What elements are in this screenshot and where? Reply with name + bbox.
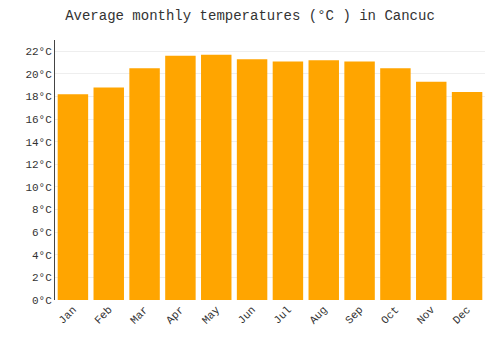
svg-text:2°C: 2°C [32,272,52,284]
svg-text:Jul: Jul [271,304,293,326]
svg-text:Sep: Sep [343,304,365,326]
svg-text:Dec: Dec [451,304,473,326]
svg-text:Jun: Jun [236,304,258,326]
svg-text:Aug: Aug [307,304,329,326]
svg-text:0°C: 0°C [32,295,52,307]
svg-text:Oct: Oct [379,304,401,326]
svg-text:16°C: 16°C [25,114,52,126]
svg-text:May: May [200,304,223,327]
svg-text:20°C: 20°C [25,69,52,81]
svg-text:Nov: Nov [415,304,438,327]
svg-text:Feb: Feb [92,304,114,326]
svg-text:Apr: Apr [164,304,186,326]
svg-text:4°C: 4°C [32,250,52,262]
svg-text:12°C: 12°C [25,159,52,171]
svg-text:Average monthly temperatures (: Average monthly temperatures (°C ) in Ca… [65,8,435,24]
svg-text:8°C: 8°C [32,204,52,216]
svg-text:14°C: 14°C [25,137,52,149]
svg-text:22°C: 22°C [25,46,52,58]
svg-text:18°C: 18°C [25,91,52,103]
svg-text:Jan: Jan [56,304,78,326]
svg-text:Mar: Mar [128,304,150,326]
svg-text:10°C: 10°C [25,182,52,194]
svg-text:6°C: 6°C [32,227,52,239]
